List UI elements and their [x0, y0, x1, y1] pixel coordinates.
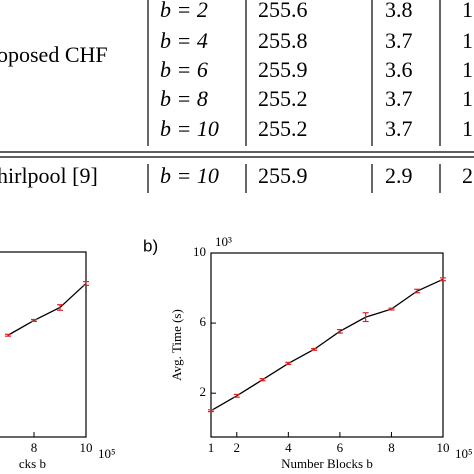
method-name: hirlpool [9] — [0, 163, 98, 188]
table-cell: 1 — [462, 28, 473, 53]
error-bar — [311, 347, 318, 351]
block-count: b = 6 — [160, 57, 208, 82]
error-bar — [31, 318, 37, 322]
y-tick-label: 2 — [200, 384, 207, 399]
block-count: b = 2 — [160, 0, 208, 22]
x-tick-label: 10 — [437, 440, 450, 455]
error-bar — [5, 333, 11, 337]
data-line — [7, 282, 87, 336]
error-bar — [233, 393, 240, 398]
error-bar — [414, 288, 421, 294]
table-cell: 255.2 — [258, 116, 308, 141]
x-tick-label: 4 — [285, 440, 292, 455]
x-tick-label: 10 — [80, 440, 93, 455]
data-line — [210, 278, 444, 412]
error-bar — [57, 304, 63, 311]
error-bar — [362, 312, 369, 323]
y-exponent: 10³ — [215, 234, 232, 249]
y-tick-label: 6 — [200, 314, 207, 329]
table-cell: 3.7 — [385, 116, 413, 141]
table-cell: 255.8 — [258, 28, 308, 53]
table-cell: 255.9 — [258, 163, 308, 188]
x-tick-label: 1 — [208, 440, 215, 455]
table-cell: 3.7 — [385, 28, 413, 53]
table-cell: 1 — [462, 116, 473, 141]
error-bar — [259, 378, 266, 382]
x-exponent: 10⁵ — [98, 446, 116, 461]
block-count: b = 4 — [160, 28, 208, 53]
x-tick-label: 2 — [234, 440, 241, 455]
error-bar — [208, 409, 214, 413]
panel-label: b) — [143, 236, 158, 255]
error-bar — [83, 281, 89, 286]
error-bar — [336, 328, 343, 334]
x-tick-label: 8 — [388, 440, 395, 455]
method-name: oposed CHF — [0, 42, 108, 67]
table-cell: 2 — [462, 163, 473, 188]
y-axis-label: Avg. Time (s) — [169, 309, 184, 381]
table-cell: 2.9 — [385, 163, 413, 188]
x-axis-label: Number Blocks b — [281, 456, 373, 471]
x-tick-label: 6 — [337, 440, 344, 455]
error-bar — [285, 361, 292, 366]
x-exponent: 10⁵ — [455, 446, 473, 461]
x-tick-label: 8 — [31, 440, 38, 455]
table-cell: 255.9 — [258, 57, 308, 82]
block-count: b = 10 — [160, 116, 219, 141]
plot-frame — [0, 251, 87, 438]
table-cell: 255.6 — [258, 0, 308, 22]
table-cell: 3.8 — [385, 0, 413, 22]
plot-frame — [210, 252, 444, 438]
table-cell: 3.6 — [385, 57, 413, 82]
table-cell: 3.7 — [385, 86, 413, 111]
error-bar — [440, 277, 446, 282]
table-cell: 1 — [462, 86, 473, 111]
x-axis-label: cks b — [19, 456, 46, 471]
table-cell: 255.2 — [258, 86, 308, 111]
error-bar — [388, 307, 395, 311]
y-tick-label: 10 — [193, 244, 206, 259]
table-cell: 1 — [462, 0, 473, 22]
table-cell: 1 — [462, 57, 473, 82]
block-count: b = 10 — [160, 163, 219, 188]
block-count: b = 8 — [160, 86, 208, 111]
table-rules — [0, 0, 474, 193]
